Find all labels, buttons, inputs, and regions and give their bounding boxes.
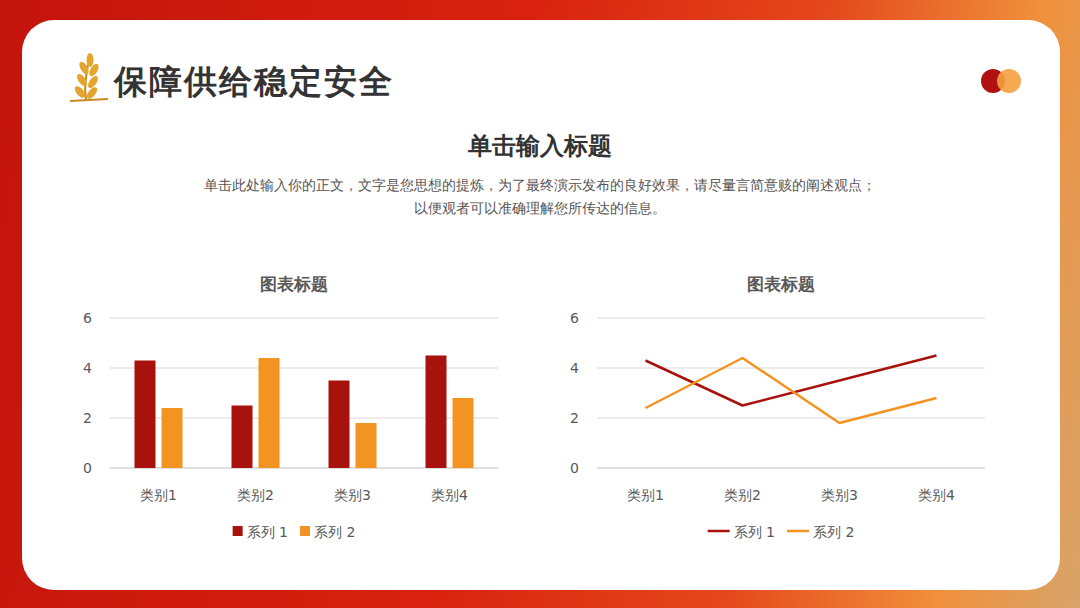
marks — [646, 356, 937, 424]
bar — [135, 361, 156, 469]
chart: 图表标题 0 2 4 6 类别1 类别2 类别3 类别4 系列 1 系列 2 — [83, 274, 498, 540]
grid-line — [597, 318, 985, 319]
category-label: 类别3 — [821, 487, 858, 503]
legend-label: 系列 1 — [734, 524, 775, 540]
category-label: 类别4 — [431, 487, 468, 503]
bar — [259, 358, 280, 468]
category-label: 类别3 — [334, 487, 371, 503]
wheat-icon — [70, 53, 108, 101]
legend-item: 系列 2 — [300, 524, 355, 540]
bar — [329, 381, 350, 469]
tick-label: 2 — [83, 410, 92, 426]
grid-line — [597, 368, 985, 369]
chart: 图表标题 0 2 4 6 类别1 类别2 类别3 类别4 系列 1 系列 2 — [570, 274, 985, 540]
bar — [162, 408, 183, 468]
chart-title: 图表标题 — [260, 274, 328, 294]
legend: 系列 1 系列 2 — [708, 524, 855, 540]
legend-label: 系列 1 — [247, 524, 288, 540]
legend-swatch — [233, 526, 243, 536]
legend-swatch — [708, 530, 730, 533]
legend: 系列 1 系列 2 — [233, 524, 356, 540]
grid-line — [597, 418, 985, 419]
category-label: 类别2 — [237, 487, 274, 503]
category-label: 类别2 — [724, 487, 761, 503]
tick-label: 6 — [570, 310, 579, 326]
legend-label: 系列 2 — [813, 524, 854, 540]
legend-swatch — [787, 530, 809, 533]
bar — [232, 406, 253, 469]
tick-label: 0 — [83, 460, 92, 476]
legend-item: 系列 1 — [233, 524, 288, 540]
body-text: 单击此处输入你的正文，文字是您思想的提炼，为了最终演示发布的良好效果，请尽量言简… — [200, 174, 880, 220]
bar — [356, 423, 377, 468]
grid-line — [597, 468, 985, 469]
tick-label: 0 — [570, 460, 579, 476]
legend-item: 系列 2 — [787, 524, 854, 540]
category-label: 类别4 — [918, 487, 955, 503]
line — [646, 358, 937, 423]
chart-title: 图表标题 — [747, 274, 815, 294]
bar — [426, 356, 447, 469]
bar — [453, 398, 474, 468]
tick-label: 6 — [83, 310, 92, 326]
tick-label: 2 — [570, 410, 579, 426]
category-label: 类别1 — [140, 487, 177, 503]
charts: 图表标题 0 2 4 6 类别1 类别2 类别3 类别4 系列 1 系列 2 图表标题 0 2 4 6 类别1 类… — [0, 0, 1080, 608]
grid-line — [110, 318, 498, 319]
line — [646, 356, 937, 406]
deco-circle — [997, 69, 1021, 93]
tick-label: 4 — [83, 360, 92, 376]
legend-swatch — [300, 526, 310, 536]
card — [22, 20, 1060, 590]
marks — [135, 356, 474, 469]
legend-label: 系列 2 — [314, 524, 355, 540]
legend-item: 系列 1 — [708, 524, 775, 540]
category-label: 类别1 — [627, 487, 664, 503]
subtitle: 单击输入标题 — [0, 130, 1080, 162]
tick-label: 4 — [570, 360, 579, 376]
page-title: 保障供给稳定安全 — [114, 60, 394, 105]
